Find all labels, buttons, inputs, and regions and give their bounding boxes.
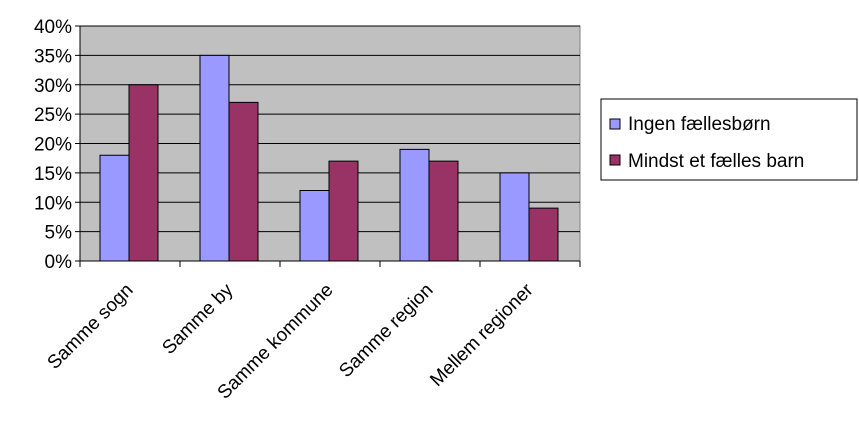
bars: [99, 54, 559, 262]
bar-ingen-faellesboern-samme-kommune: [299, 190, 330, 262]
bar-mindst-et-faelles-barn-mellem-regioner: [528, 207, 559, 262]
y-axis: 0% 5% 10% 15% 20% 25% 30% 35% 40%: [34, 17, 81, 273]
y-tick-label: 35%: [34, 46, 72, 67]
bar-ingen-faellesboern-samme-sogn: [99, 154, 130, 262]
legend-label-ingen-faellesboern: Ingen fællesbørn: [628, 114, 771, 135]
x-tick-label-mellem-regioner: Mellem regioner: [426, 279, 538, 391]
y-tick-label: 15%: [34, 164, 72, 185]
y-tick-label: 0%: [45, 252, 73, 273]
y-tick-label: 20%: [34, 135, 72, 156]
y-tick-label: 25%: [34, 105, 72, 126]
bar-mindst-et-faelles-barn-samme-sogn: [128, 84, 159, 262]
y-tick-label: 10%: [34, 193, 72, 214]
legend-label-mindst-et-faelles-barn: Mindst et fælles barn: [628, 151, 804, 172]
bar-ingen-faellesboern-samme-by: [199, 54, 230, 262]
legend-swatch-ingen-faellesboern: [609, 118, 621, 130]
legend: Ingen fællesbørn Mindst et fælles barn: [600, 98, 858, 181]
y-tick-label: 5%: [45, 223, 73, 244]
gridlines: [80, 25, 580, 233]
bar-ingen-faellesboern-samme-region: [399, 148, 430, 262]
bar-ingen-faellesboern-mellem-regioner: [499, 172, 530, 262]
legend-box: [600, 98, 858, 181]
x-tick-label-samme-sogn: Samme sogn: [44, 280, 138, 374]
y-tick-label: 30%: [34, 76, 72, 97]
y-tick-label: 40%: [34, 17, 72, 38]
bar-mindst-et-faelles-barn-samme-by: [228, 101, 259, 262]
bar-mindst-et-faelles-barn-samme-kommune: [328, 160, 359, 262]
x-tick-label-samme-by: Samme by: [158, 279, 237, 358]
bar-mindst-et-faelles-barn-samme-region: [428, 160, 459, 262]
legend-swatch-mindst-et-faelles-barn: [609, 154, 621, 166]
x-tick-label-samme-region: Samme region: [335, 280, 437, 382]
